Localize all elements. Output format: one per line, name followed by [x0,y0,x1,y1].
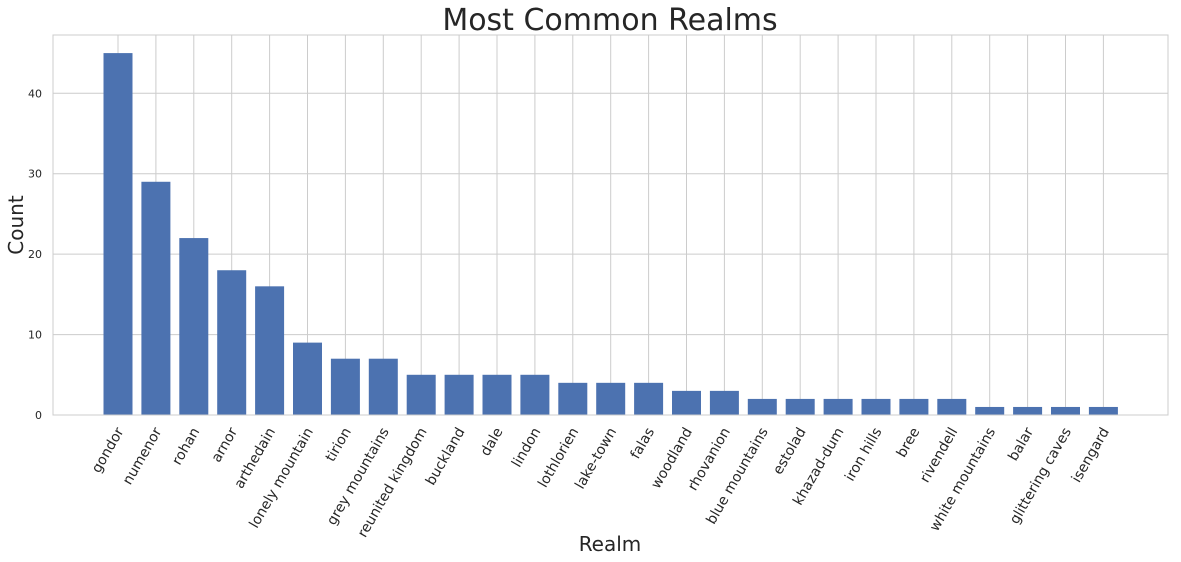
x-axis-label: Realm [579,532,642,556]
bar-lonely-mountain [293,342,322,415]
y-tick-label: 10 [28,329,42,342]
bar-white-mountains [975,406,1005,415]
x-tick-label: gondor [89,425,128,476]
bar-glittering-caves [1051,406,1080,415]
y-axis-label: Count [4,195,28,255]
chart-title: Most Common Realms [442,3,777,38]
y-tick-label: 20 [28,248,42,261]
bar-rohan [179,238,209,415]
bar-blue-mountains [747,398,777,415]
bar-gondor [103,53,133,415]
x-tick-label: tirion [323,425,355,465]
bar-bree [899,398,929,415]
bar-isengard [1088,406,1118,415]
bar-lake-town [596,382,626,415]
bar-buckland [444,374,474,415]
x-gridlines [117,35,1104,415]
bar-grey-mountains [368,358,398,415]
bar-numenor [141,181,171,415]
x-tick-label: falas [628,425,658,462]
bar-khazad-dum [823,398,853,415]
y-tick-labels: 0 10 20 30 40 [28,87,42,422]
x-tick-label: rohan [169,425,203,468]
bar-dale [482,374,512,415]
bar-lothlorien [558,382,588,415]
bar-estolad [785,398,815,415]
bar-rhovanion [709,390,739,415]
bar-arthedain [255,286,285,415]
bar-reunited-kingdom [406,374,436,415]
x-tick-label: estolad [770,425,810,477]
bar-tirion [330,358,360,415]
x-tick-label: arnor [209,425,242,465]
bar-woodland [672,390,701,415]
bar-balar [1013,406,1043,415]
bar-lindon [520,374,550,415]
x-tick-label: lindon [509,425,544,470]
bars [103,53,1118,415]
y-tick-label: 30 [28,168,42,181]
y-tick-label: 40 [28,87,42,100]
y-tick-label: 0 [35,409,42,422]
x-tick-label: dale [478,425,507,459]
bar-falas [634,382,664,415]
x-tick-label: bree [894,425,924,460]
plot-frame [52,34,1169,416]
bar-rivendell [937,398,967,415]
x-tick-label: reunited kingdom [355,425,431,540]
x-tick-label: isengard [1069,425,1113,485]
x-tick-label: iron hills [842,425,885,484]
x-tick-label: balar [1005,425,1037,464]
bar-arnor [217,270,247,415]
bar-iron-hills [861,398,891,415]
